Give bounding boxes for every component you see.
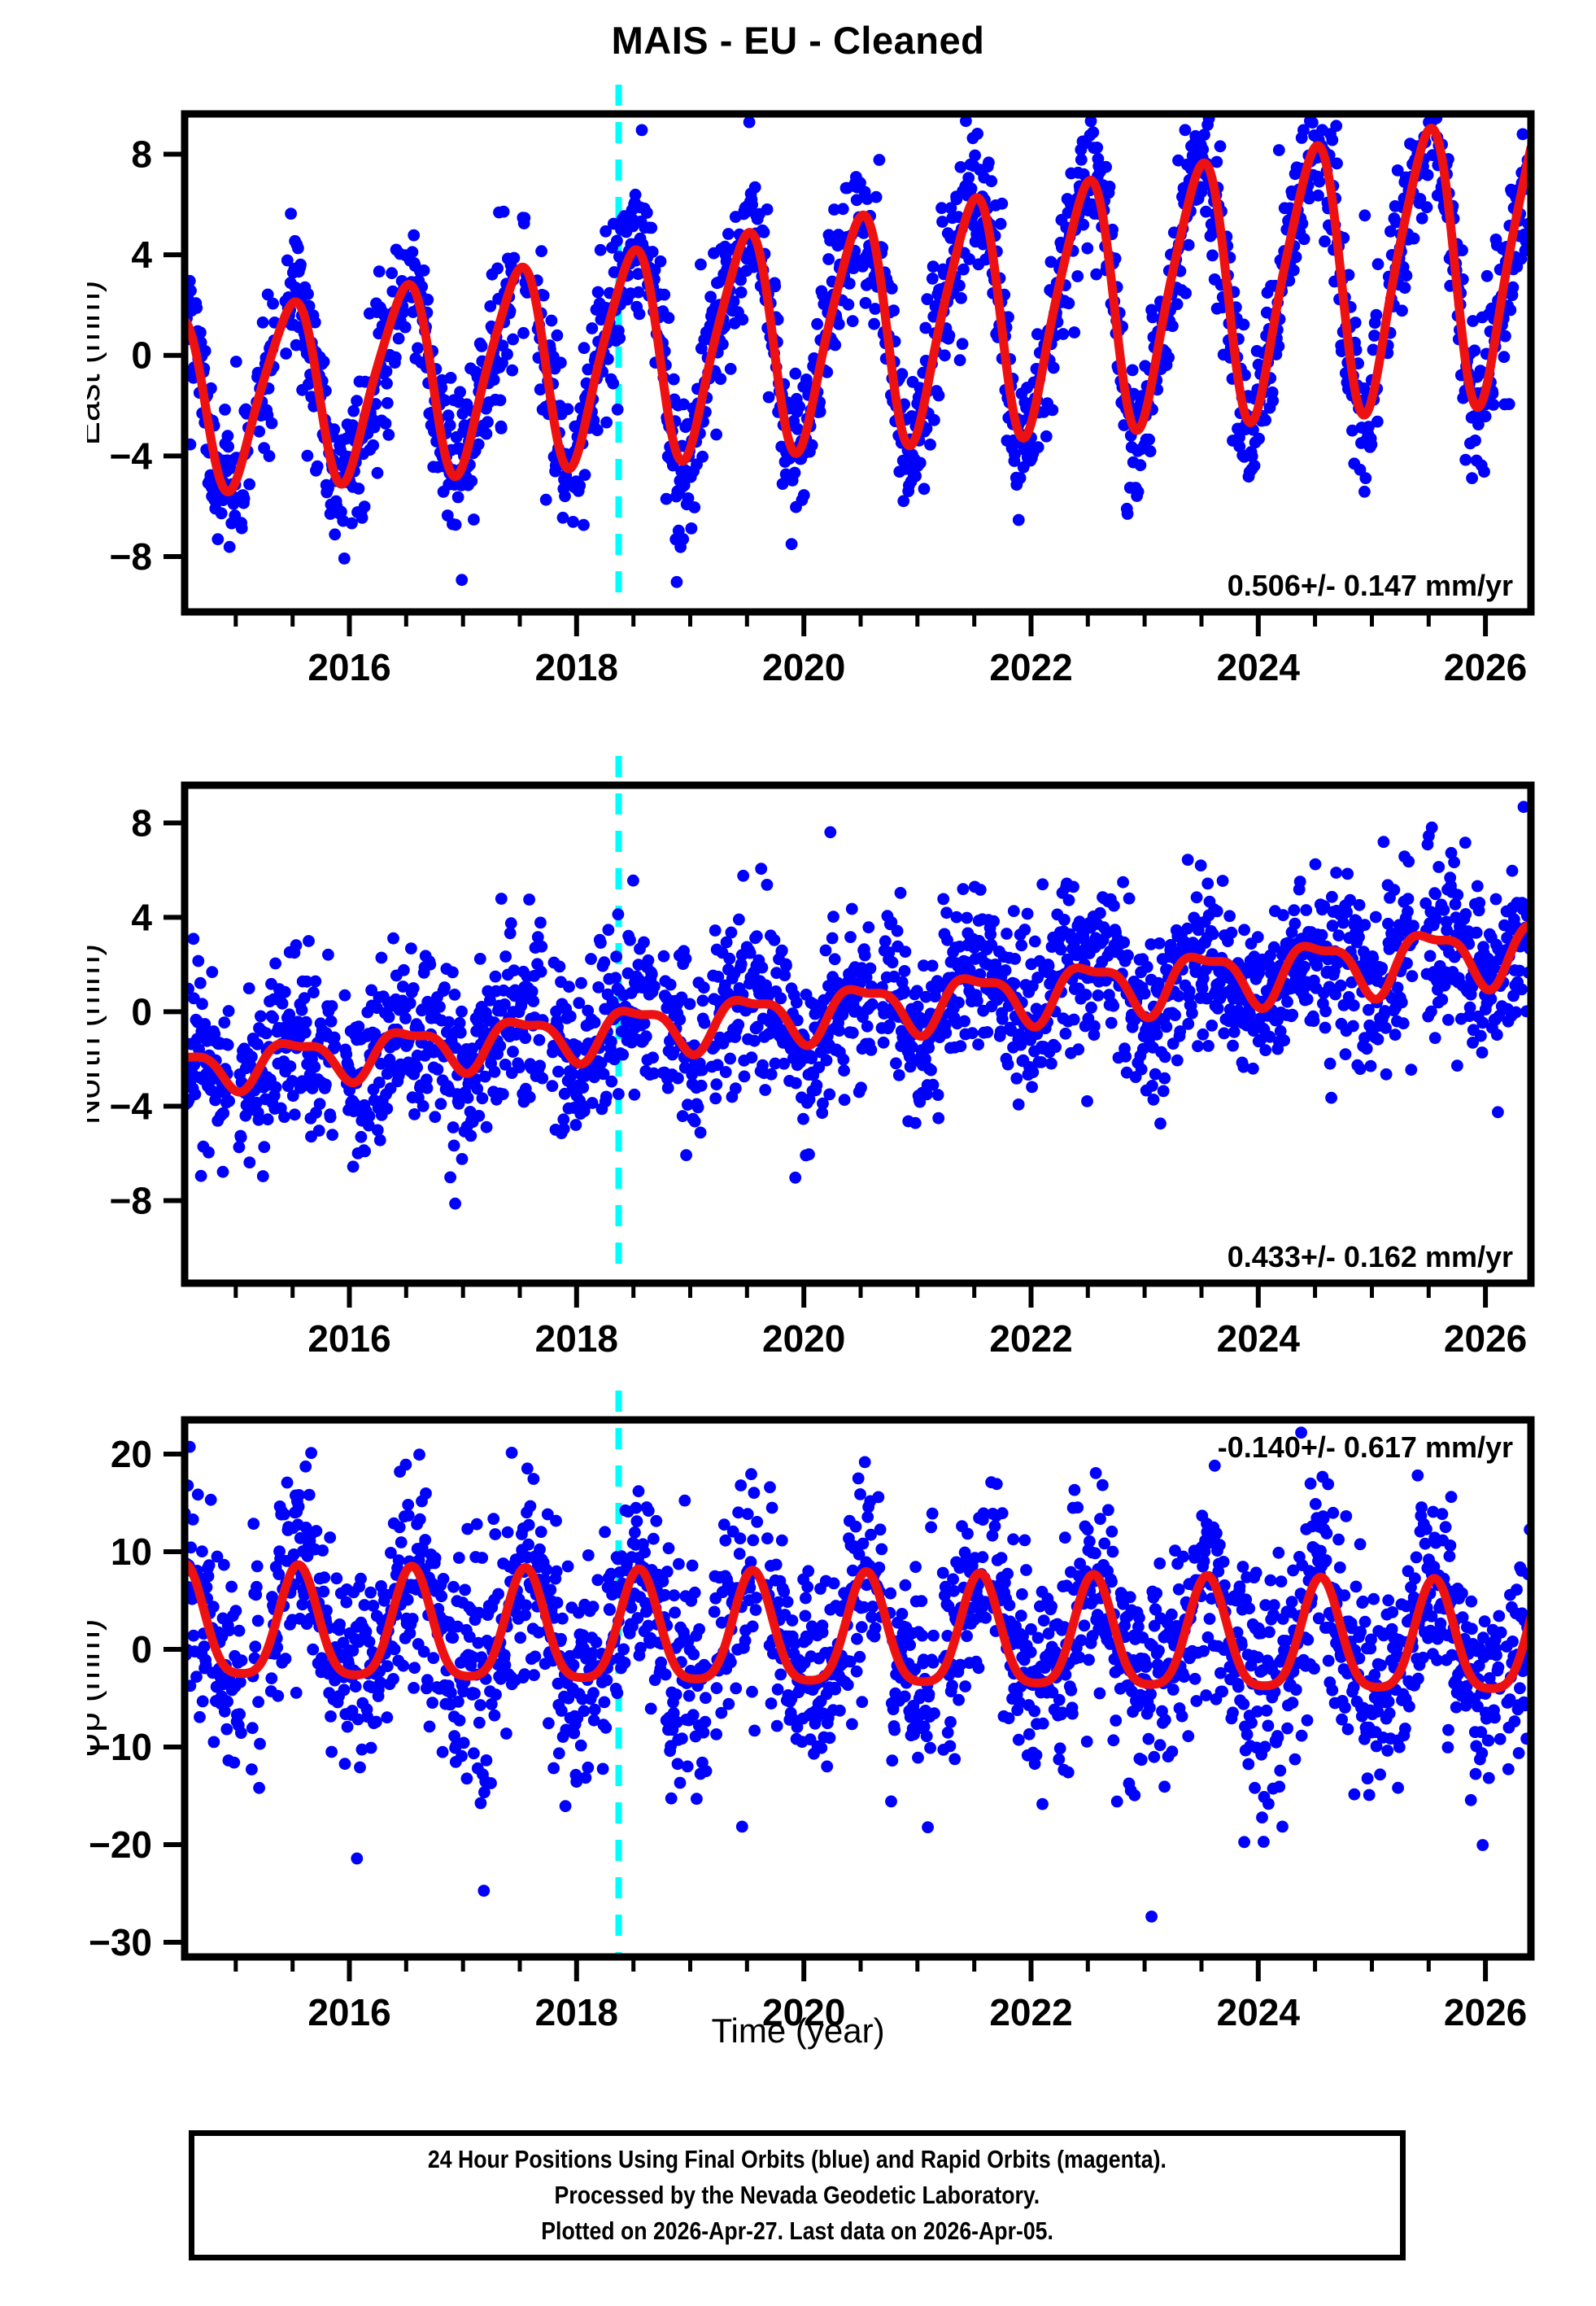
- model-fit-line: [185, 919, 1531, 1097]
- rate-annotation: -0.140+/- 0.617 mm/yr: [1218, 1430, 1513, 1464]
- y-tick-label: −8: [110, 535, 152, 578]
- y-tick-label: −20: [89, 1823, 152, 1866]
- x-tick-label: 2022: [989, 1991, 1072, 2033]
- plot-frame: [181, 781, 1535, 1287]
- x-tick-label: 2020: [762, 1317, 845, 1360]
- y-tick-label: 10: [111, 1531, 152, 1573]
- y-tick-label: 0: [131, 1628, 152, 1671]
- x-axis-title: Time (year): [711, 2011, 885, 2050]
- panel-east: 2016 2018 2020 2022 2024 2026 8 4 0 −4 −8 East (mm)…: [87, 76, 1552, 701]
- caption-line-1: 24 Hour Positions Using Final Orbits (bl…: [427, 2144, 1166, 2173]
- scatter-points: [185, 801, 1531, 1210]
- caption-box: 24 Hour Positions Using Final Orbits (bl…: [189, 2130, 1406, 2260]
- x-tick-label: 2016: [307, 1991, 390, 2033]
- y-tick-label: 8: [131, 133, 152, 176]
- x-tick-label: 2018: [535, 646, 618, 688]
- x-tick-label: 2020: [762, 1991, 845, 2033]
- x-tick-label: 2024: [1217, 1991, 1301, 2033]
- x-tick-label: 2026: [1444, 1991, 1527, 2033]
- caption-line-2: Processed by the Nevada Geodetic Laborat…: [554, 2180, 1040, 2209]
- model-fit-line: [185, 124, 1531, 497]
- model-fit-line: [185, 1558, 1531, 1693]
- y-tick-label: 4: [131, 896, 152, 938]
- y-tick-label: −4: [110, 435, 153, 477]
- x-tick-label: 2018: [535, 1317, 618, 1360]
- x-tick-label: 2024: [1217, 1317, 1301, 1360]
- page-title: MAIS - EU - Cleaned: [611, 19, 985, 62]
- x-tick-label: 2024: [1217, 646, 1301, 688]
- x-tick-label: 2026: [1444, 646, 1527, 688]
- rate-annotation: 0.433+/- 0.162 mm/yr: [1228, 1240, 1513, 1273]
- x-tick-label: 2016: [307, 646, 390, 688]
- y-tick-label: 4: [131, 234, 152, 276]
- plot-frame: [181, 110, 1535, 616]
- y-tick-label: 20: [111, 1433, 152, 1475]
- y-axis-title: Up (mm): [87, 1618, 107, 1758]
- x-tick-label: 2020: [762, 646, 845, 688]
- x-tick-label: 2022: [989, 646, 1072, 688]
- x-tick-label: 2022: [989, 1317, 1072, 1360]
- x-tick-label: 2018: [535, 1991, 618, 2033]
- panel-north: 2016 2018 2020 2022 2024 2026 8 4 0 −4 −8 North (mm…: [87, 748, 1552, 1373]
- y-tick-label: −10: [89, 1726, 152, 1768]
- y-tick-label: 8: [131, 801, 152, 844]
- y-axis-title: North (mm): [87, 944, 107, 1125]
- x-tick-label: 2016: [307, 1317, 390, 1360]
- plot-frame: [181, 1416, 1535, 1961]
- y-tick-label: 0: [131, 334, 152, 377]
- x-tick-label: 2026: [1444, 1317, 1527, 1360]
- y-tick-label: −8: [110, 1180, 152, 1222]
- panel-up: 2016 2018 2020 2022 2024 2026 20 10 0 −10 −20 −30 Up…: [87, 1382, 1552, 2046]
- y-tick-label: 0: [131, 990, 152, 1033]
- caption-line-3: Plotted on 2026-Apr-27. Last data on 202…: [541, 2216, 1053, 2245]
- scatter-points: [185, 1426, 1531, 1923]
- y-axis-title: East (mm): [87, 281, 107, 446]
- y-tick-label: −4: [110, 1085, 153, 1128]
- rate-annotation: 0.506+/- 0.147 mm/yr: [1228, 569, 1513, 602]
- y-tick-label: −30: [89, 1921, 152, 1963]
